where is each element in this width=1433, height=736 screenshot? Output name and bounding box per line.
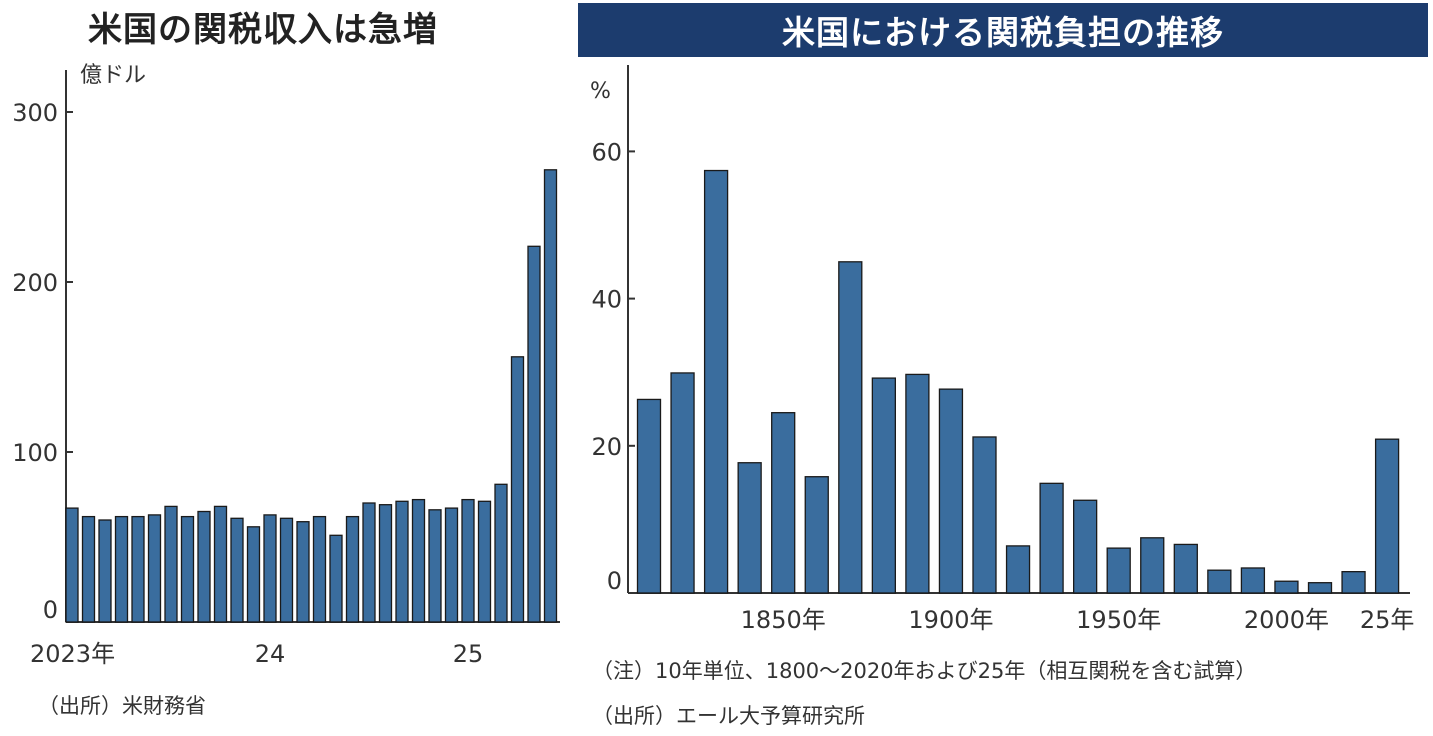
left-source-note: （出所）米財務省: [38, 694, 206, 718]
bar-2000: [1274, 580, 1299, 594]
bar-1940: [1073, 499, 1098, 594]
bar-1910: [972, 436, 997, 594]
x-tick-label: 1950年: [1076, 606, 1161, 634]
bar-1930: [1039, 482, 1064, 594]
bar-1830: [703, 169, 729, 594]
x-tick-label: 2000年: [1244, 606, 1329, 634]
bar-2024-11: [428, 509, 442, 623]
x-tick-label: 2023年: [30, 640, 115, 668]
bar-2023-03: [98, 519, 112, 623]
bar-2023-05: [131, 515, 145, 623]
bar-2023-10: [213, 505, 228, 623]
bar-1900: [938, 388, 964, 594]
y-tick-label: 300: [12, 99, 58, 127]
bar-2023-06: [147, 514, 162, 623]
y-tick-label: 20: [591, 433, 622, 461]
bar-2025-03: [494, 483, 508, 623]
right-chart: % 0 20 40 60 1850年 1900年 1950年 2000年 25年: [590, 65, 1414, 634]
y-tick-label: 100: [12, 439, 58, 467]
right-y-unit: %: [590, 79, 611, 104]
bar-1980: [1207, 569, 1232, 594]
left-chart-title: 米国の関税収入は急増: [88, 10, 438, 50]
bar-2024-08: [378, 504, 393, 623]
bar-2025: [1374, 438, 1400, 594]
bar-2023-08: [180, 515, 195, 623]
bar-1870: [838, 261, 863, 594]
y-tick-label: 0: [43, 596, 58, 624]
bar-2024-12: [444, 507, 459, 623]
left-y-unit: 億ドル: [80, 63, 146, 88]
bar-1890: [905, 373, 930, 594]
x-tick-label: 25: [453, 640, 484, 668]
bar-2024-04: [312, 515, 327, 623]
bar-2024-06: [345, 515, 360, 623]
bar-1880: [871, 377, 896, 594]
bar-2023-02: [81, 515, 96, 623]
bar-1950: [1106, 547, 1131, 594]
bar-1990: [1240, 567, 1266, 594]
left-chart: 億ドル 0 100 200 300 2023年 24 25: [12, 63, 560, 668]
y-tick-label: 0: [607, 567, 622, 595]
bar-2025-05: [527, 245, 541, 623]
x-tick-label: 25年: [1360, 606, 1415, 634]
x-tick-label: 24: [255, 640, 286, 668]
bar-2023-12: [246, 526, 261, 623]
bar-2025-06: [543, 169, 558, 623]
bar-2023-07: [164, 505, 178, 623]
y-tick-label: 60: [591, 138, 622, 166]
bar-1860: [804, 476, 829, 594]
y-tick-label: 200: [12, 269, 58, 297]
bar-2023-09: [197, 510, 211, 623]
bar-1820: [670, 372, 695, 594]
bar-2025-02: [477, 500, 492, 623]
bar-1840: [737, 462, 762, 594]
bar-1970: [1173, 543, 1198, 594]
bar-2020: [1341, 571, 1366, 594]
right-chart-title: 米国における関税負担の推移: [782, 13, 1224, 52]
bar-1960: [1140, 537, 1165, 594]
bar-2024-02: [279, 517, 294, 623]
bar-2023-04: [114, 515, 129, 623]
right-footnote: （注）10年単位、1800～2020年および25年（相互関税を含む試算）: [592, 659, 1257, 683]
right-chart-title-banner: 米国における関税負担の推移: [578, 3, 1428, 57]
bar-2024-05: [329, 534, 343, 623]
bar-1850: [771, 412, 796, 594]
bar-2024-07: [362, 502, 376, 623]
bar-2024-09: [395, 500, 409, 623]
bar-1810: [636, 398, 662, 594]
x-tick-label: 1900年: [908, 606, 993, 634]
bar-2024-03: [296, 521, 310, 623]
bar-2023-01: [65, 507, 79, 623]
bar-2025-01: [461, 498, 475, 623]
bar-2023-11: [230, 517, 244, 623]
bar-1920: [1005, 545, 1031, 594]
bar-2024-01: [263, 514, 277, 623]
right-source-note: （出所）エール大予算研究所: [592, 704, 865, 728]
bar-2025-04: [510, 356, 525, 623]
bar-2010: [1307, 582, 1333, 594]
bar-2024-10: [411, 498, 426, 623]
x-tick-label: 1850年: [741, 606, 826, 634]
y-tick-label: 40: [591, 286, 622, 314]
